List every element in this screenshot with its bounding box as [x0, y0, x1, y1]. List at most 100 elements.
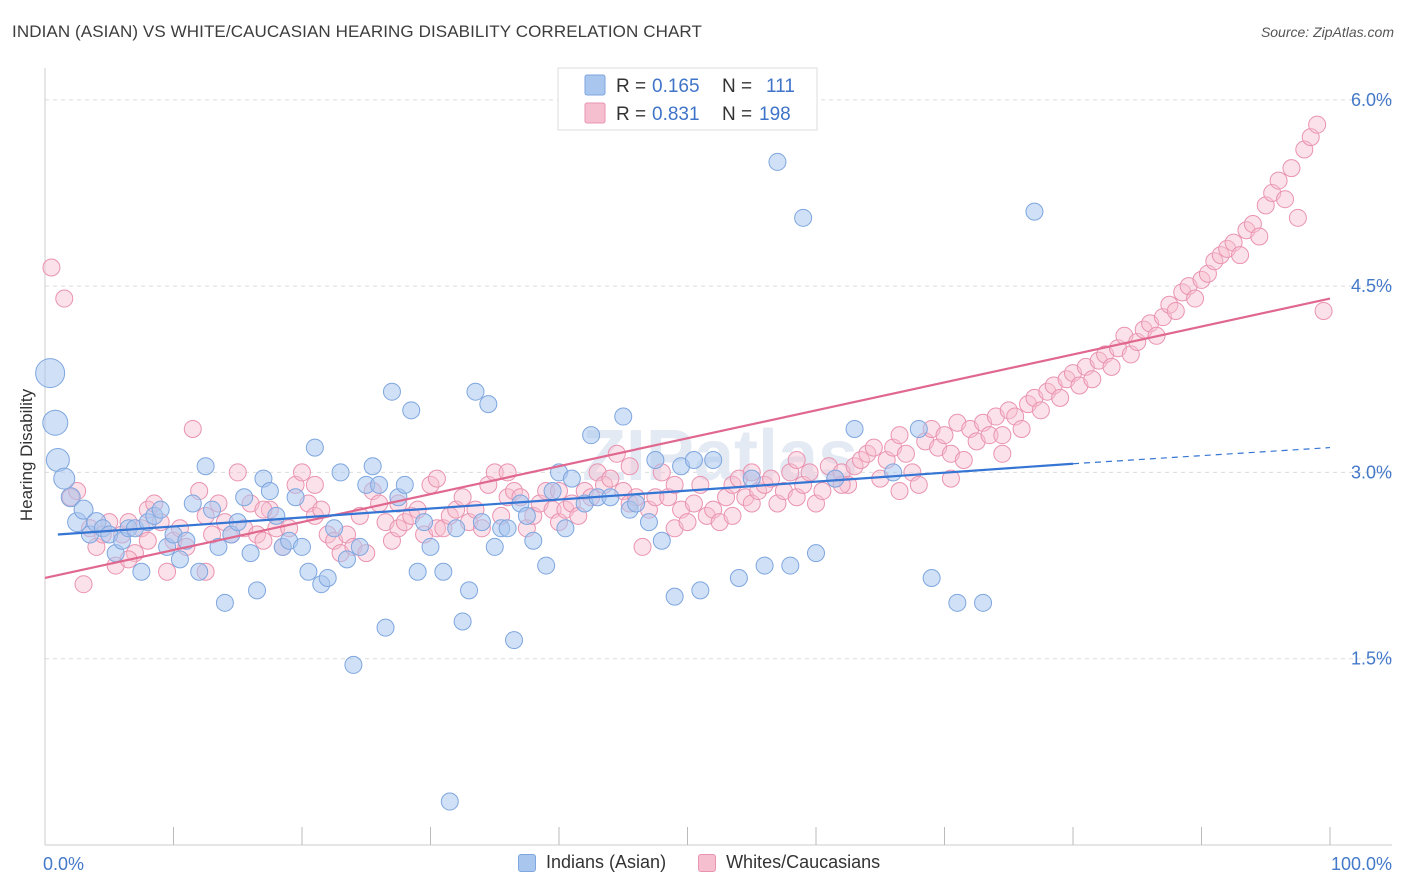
- point-indians: [286, 488, 305, 507]
- point-indians: [350, 537, 369, 556]
- point-whites: [1051, 388, 1070, 407]
- point-indians: [505, 631, 524, 650]
- trendline-whites: [44, 297, 1331, 580]
- point-indians: [826, 469, 845, 488]
- y-tick-label: 3.0%: [1351, 462, 1392, 482]
- point-whites: [55, 289, 74, 308]
- legend-n-label: N =: [722, 76, 757, 97]
- legend-item-indians: Indians (Asian): [518, 852, 666, 873]
- point-indians: [376, 618, 395, 637]
- legend-r-value: 0.165: [652, 76, 700, 97]
- point-indians: [479, 395, 498, 414]
- point-indians: [537, 556, 556, 575]
- point-indians: [151, 500, 170, 519]
- point-indians: [652, 531, 671, 550]
- point-indians: [729, 568, 748, 587]
- point-whites: [954, 451, 973, 469]
- point-whites: [678, 513, 697, 532]
- point-whites: [228, 463, 247, 482]
- point-indians: [177, 531, 196, 550]
- legend-stats: R = 0.165 N = 111 R = 0.831 N = 198: [557, 67, 818, 131]
- point-indians: [299, 562, 318, 581]
- point-whites: [305, 475, 324, 494]
- point-indians: [382, 382, 401, 401]
- legend-item-whites: Whites/Caucasians: [698, 852, 880, 873]
- point-indians: [524, 531, 543, 550]
- point-indians: [755, 556, 774, 575]
- point-indians: [498, 519, 517, 538]
- point-whites: [909, 475, 928, 494]
- point-indians: [325, 519, 344, 538]
- point-indians: [485, 537, 504, 556]
- point-indians: [415, 513, 434, 532]
- point-whites: [1308, 115, 1327, 134]
- point-indians: [845, 419, 864, 438]
- point-whites: [1186, 289, 1205, 308]
- grid-layer: [45, 99, 1392, 660]
- point-whites: [1288, 208, 1307, 227]
- point-whites: [896, 444, 915, 463]
- point-indians: [922, 568, 941, 587]
- point-indians: [466, 382, 485, 401]
- point-indians: [370, 475, 389, 494]
- point-indians: [556, 519, 575, 538]
- point-indians: [434, 562, 453, 581]
- point-indians: [460, 581, 479, 600]
- point-whites: [723, 506, 742, 525]
- legend-r-value: 0.831: [652, 104, 700, 125]
- point-whites: [1282, 159, 1301, 178]
- y-axis-label: Hearing Disability: [17, 388, 36, 521]
- y-tick-label: 1.5%: [1351, 649, 1392, 669]
- point-whites: [633, 537, 652, 556]
- point-indians: [183, 494, 202, 513]
- point-whites: [1012, 419, 1031, 438]
- point-indians: [582, 426, 601, 445]
- point-whites: [183, 419, 202, 438]
- point-whites: [1276, 190, 1295, 209]
- point-whites: [453, 488, 472, 507]
- legend-n-value: 111: [766, 76, 795, 97]
- point-indians: [248, 581, 267, 600]
- point-whites: [993, 444, 1012, 463]
- point-whites: [800, 463, 819, 482]
- point-indians: [768, 152, 787, 171]
- legend-n-value: 198: [759, 104, 791, 125]
- point-indians: [35, 358, 66, 389]
- point-indians: [73, 499, 94, 520]
- point-indians: [948, 593, 967, 612]
- trendline-indians-extension: [1072, 446, 1331, 465]
- point-indians: [235, 488, 254, 507]
- point-whites: [1314, 301, 1333, 320]
- point-indians: [215, 593, 234, 612]
- x-tick-label: 100.0%: [1331, 854, 1392, 874]
- point-indians: [639, 513, 658, 532]
- point-whites: [293, 463, 311, 482]
- point-whites: [1250, 227, 1269, 246]
- legend-bottom: Indians (Asian) Whites/Caucasians: [518, 852, 912, 873]
- point-indians: [884, 463, 903, 482]
- axes-layer: 1.5% 3.0% 4.5% 6.0% 0.0% 100.0%: [43, 68, 1392, 874]
- legend-swatch-blue: [518, 853, 536, 872]
- point-whites: [665, 475, 684, 494]
- point-whites: [993, 426, 1012, 445]
- point-indians: [203, 500, 222, 519]
- point-whites: [864, 438, 883, 457]
- point-indians: [684, 451, 703, 469]
- legend-swatch-pink: [698, 853, 717, 872]
- point-indians: [42, 409, 69, 436]
- point-whites: [890, 482, 909, 501]
- point-whites: [138, 531, 157, 550]
- point-whites: [890, 426, 909, 445]
- point-whites: [1083, 370, 1102, 389]
- trendlines: [44, 297, 1331, 580]
- point-indians: [293, 537, 311, 556]
- point-indians: [453, 612, 472, 631]
- point-whites: [941, 469, 960, 488]
- point-whites: [935, 426, 954, 445]
- point-indians: [472, 513, 491, 532]
- point-indians: [305, 438, 324, 457]
- trendline-indians: [57, 462, 1074, 536]
- point-indians: [781, 556, 800, 575]
- point-whites: [1102, 357, 1121, 376]
- series-indians-points: [35, 152, 1044, 811]
